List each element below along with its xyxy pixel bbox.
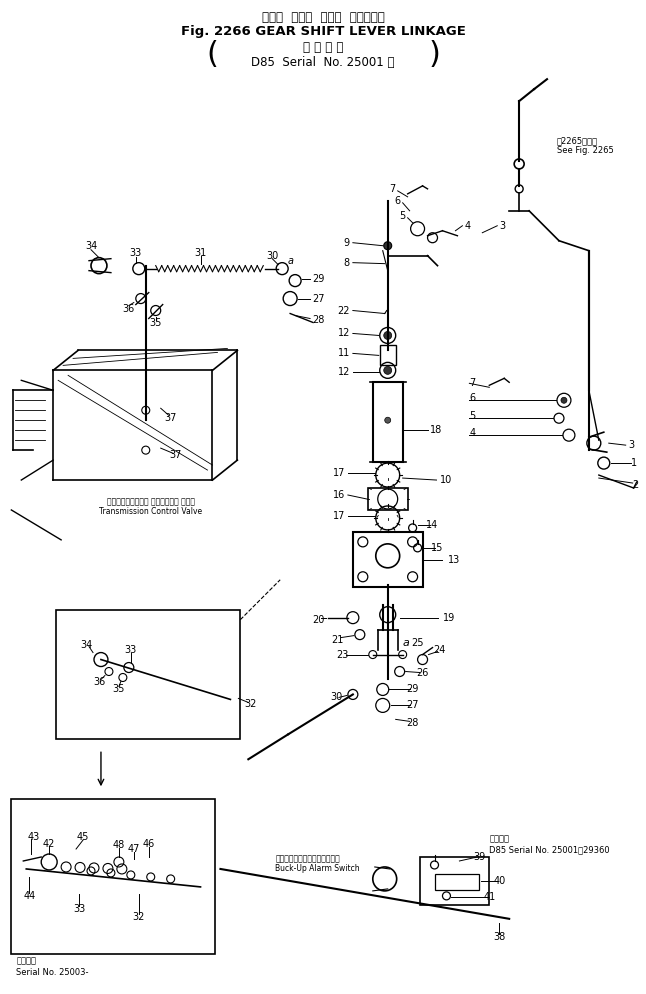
Text: 15: 15: [432, 543, 444, 553]
Text: 5: 5: [399, 211, 406, 221]
Text: 4: 4: [464, 221, 470, 231]
Bar: [380, 346, 396, 366]
Text: 20: 20: [312, 614, 324, 624]
Text: 37: 37: [165, 414, 177, 423]
Text: 27: 27: [406, 701, 419, 711]
Text: 33: 33: [130, 248, 142, 257]
Text: 5: 5: [470, 412, 475, 421]
Text: 23: 23: [337, 649, 349, 660]
Text: 22: 22: [337, 305, 350, 315]
Text: 7: 7: [390, 184, 396, 194]
Text: 9: 9: [344, 238, 350, 248]
Text: 40: 40: [493, 876, 505, 886]
Text: 24: 24: [433, 644, 446, 655]
Text: 16: 16: [333, 490, 345, 500]
Text: 45: 45: [77, 832, 89, 842]
Text: 14: 14: [426, 520, 439, 530]
Text: 35: 35: [112, 685, 125, 695]
Text: 43: 43: [27, 832, 39, 842]
Text: Buck-Up Alarm Switch: Buck-Up Alarm Switch: [275, 865, 360, 874]
Bar: [353, 532, 422, 586]
Bar: [373, 383, 402, 462]
Text: 6: 6: [470, 394, 475, 404]
Text: 2: 2: [632, 480, 639, 490]
Text: (: (: [207, 40, 218, 69]
Bar: [368, 488, 408, 510]
Text: 38: 38: [493, 931, 505, 941]
Text: 39: 39: [474, 852, 485, 862]
Text: 21: 21: [332, 634, 344, 644]
Text: ギヤー  シフト  レバー  リンケージ: ギヤー シフト レバー リンケージ: [262, 11, 384, 24]
Text: 29: 29: [406, 685, 419, 695]
Text: 7: 7: [470, 379, 475, 389]
Text: 33: 33: [125, 644, 137, 655]
Text: D85 Serial No. 25001～29360: D85 Serial No. 25001～29360: [489, 846, 610, 855]
Circle shape: [384, 242, 391, 249]
Text: 8: 8: [344, 257, 350, 267]
Text: 17: 17: [333, 511, 345, 521]
Text: 31: 31: [194, 248, 207, 257]
Circle shape: [384, 367, 391, 375]
Text: 10: 10: [439, 475, 452, 485]
Text: 37: 37: [169, 450, 182, 460]
Text: 29: 29: [312, 273, 324, 283]
Text: 4: 4: [470, 428, 475, 438]
Text: トランスミッション コントロール バルブ: トランスミッション コントロール バルブ: [107, 497, 194, 507]
Text: 36: 36: [123, 303, 135, 313]
Text: 48: 48: [113, 840, 125, 850]
Text: Serial No. 25003-: Serial No. 25003-: [16, 968, 89, 977]
Text: 35: 35: [149, 318, 162, 328]
Text: Transmission Control Valve: Transmission Control Valve: [99, 508, 202, 517]
Text: 6: 6: [395, 196, 401, 206]
Text: a: a: [402, 637, 409, 648]
Text: 27: 27: [312, 293, 324, 303]
Bar: [420, 857, 489, 905]
Text: 32: 32: [244, 700, 256, 710]
Text: 17: 17: [333, 468, 345, 478]
Circle shape: [385, 417, 391, 423]
Text: 44: 44: [23, 891, 36, 901]
Text: 12: 12: [337, 368, 350, 378]
Text: 32: 32: [132, 911, 145, 921]
Text: 47: 47: [128, 844, 140, 854]
Text: 3: 3: [629, 440, 635, 450]
Text: 33: 33: [73, 904, 85, 913]
Text: 13: 13: [448, 555, 460, 565]
Text: 19: 19: [443, 612, 455, 622]
Text: 18: 18: [430, 425, 442, 435]
Text: a: a: [287, 255, 293, 265]
Text: 適用号機: 適用号機: [489, 835, 509, 844]
Text: 26: 26: [417, 668, 429, 678]
Text: 12: 12: [337, 328, 350, 339]
Text: 25: 25: [412, 637, 424, 648]
Text: 3: 3: [499, 221, 505, 231]
Bar: [435, 874, 479, 890]
Text: 34: 34: [85, 241, 97, 250]
Text: D85  Serial  No. 25001 ～: D85 Serial No. 25001 ～: [251, 56, 395, 69]
Text: 30: 30: [266, 250, 278, 260]
Text: 11: 11: [338, 349, 350, 359]
Text: 28: 28: [312, 315, 324, 325]
Text: See Fig. 2265: See Fig. 2265: [557, 146, 614, 155]
Text: 34: 34: [80, 639, 92, 650]
Text: ): ): [428, 40, 441, 69]
Text: 46: 46: [143, 839, 155, 849]
Text: Fig. 2266 GEAR SHIFT LEVER LINKAGE: Fig. 2266 GEAR SHIFT LEVER LINKAGE: [181, 25, 465, 38]
Text: 41: 41: [483, 892, 495, 902]
Text: 1: 1: [630, 458, 637, 468]
Bar: [56, 609, 240, 740]
Text: バックアップアラームスイッチ: バックアップアラームスイッチ: [275, 855, 340, 864]
Text: 適用号機: 適用号機: [16, 956, 36, 965]
Text: 42: 42: [43, 839, 56, 849]
Text: 36: 36: [93, 678, 105, 688]
Text: 30: 30: [330, 693, 342, 703]
Text: 28: 28: [406, 719, 419, 729]
Text: 図2265図参照: 図2265図参照: [557, 136, 598, 145]
Bar: [12, 799, 216, 953]
Circle shape: [384, 331, 391, 339]
Text: 適 用 号 機: 適 用 号 機: [303, 41, 343, 54]
Circle shape: [561, 398, 567, 404]
